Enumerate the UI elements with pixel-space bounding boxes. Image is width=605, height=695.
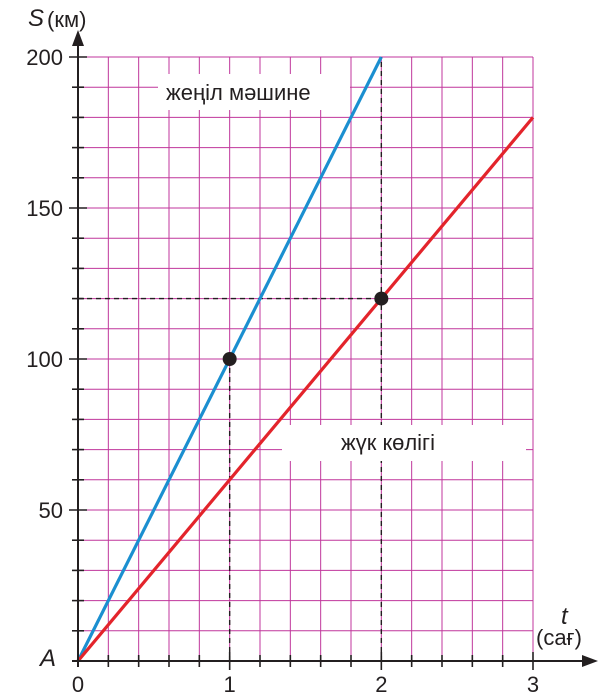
series-line-truck	[76, 116, 535, 663]
y-axis-unit: (км)	[47, 7, 86, 32]
y-tick-label: 100	[26, 347, 63, 372]
y-tick-label: 50	[39, 498, 63, 523]
series-label-bg-car	[158, 74, 350, 110]
series-label-bg-truck	[282, 425, 526, 461]
data-point	[374, 291, 389, 306]
y-axis-title: S	[28, 5, 44, 32]
x-axis-arrow	[582, 655, 598, 667]
guide-lines	[78, 57, 383, 661]
series-label-truck: жүк көлігі	[341, 430, 435, 455]
origin-label: A	[38, 645, 56, 672]
y-tick-label: 200	[26, 45, 63, 70]
x-tick-label: 1	[224, 672, 236, 695]
grid	[78, 56, 534, 661]
y-tick-label: 150	[26, 196, 63, 221]
x-tick-label: 0	[72, 672, 84, 695]
x-tick-label: 2	[375, 672, 387, 695]
series-label-car: жеңіл мәшине	[166, 80, 311, 105]
y-axis-arrow	[72, 30, 84, 46]
marked-points	[222, 291, 389, 366]
x-tick-label: 3	[527, 672, 539, 695]
data-point	[222, 352, 237, 366]
x-axis-title: t	[561, 603, 569, 630]
axes: 0 1 2 3 50 100 150 200	[26, 30, 598, 695]
x-axis-unit: (сағ)	[536, 625, 582, 650]
